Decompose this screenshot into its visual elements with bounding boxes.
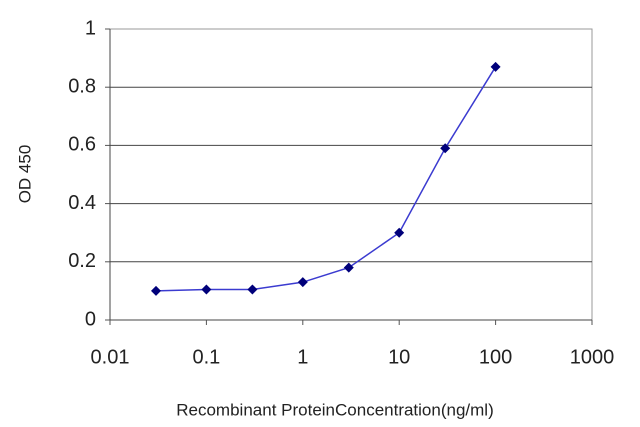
data-point [297, 277, 308, 288]
x-tick-label: 100 [479, 346, 512, 368]
x-tick-label: 10 [388, 346, 410, 368]
data-line [155, 66, 497, 292]
y-tick-label: 1 [85, 17, 96, 39]
data-point [394, 227, 405, 238]
x-tick-label: 1000 [570, 346, 615, 368]
y-tick-label: 0.8 [68, 75, 96, 97]
x-tick-label: 0.01 [91, 346, 130, 368]
data-point [201, 284, 212, 295]
x-tick-label: 0.1 [192, 346, 220, 368]
x-tick-label: 1 [297, 346, 308, 368]
y-tick-label: 0 [85, 308, 96, 330]
y-tick-label: 0.4 [68, 192, 96, 214]
data-point [490, 61, 501, 72]
y-tick-label: 0.6 [68, 134, 96, 156]
data-point [247, 284, 258, 295]
data-point [343, 262, 354, 273]
y-tick-label: 0.2 [68, 250, 96, 272]
y-axis-label: OD 450 [15, 145, 34, 204]
plot-area [109, 28, 593, 321]
data-point [440, 143, 451, 154]
x-axis-label: Recombinant ProteinConcentration(ng/ml) [176, 400, 494, 419]
data-point [150, 285, 161, 296]
